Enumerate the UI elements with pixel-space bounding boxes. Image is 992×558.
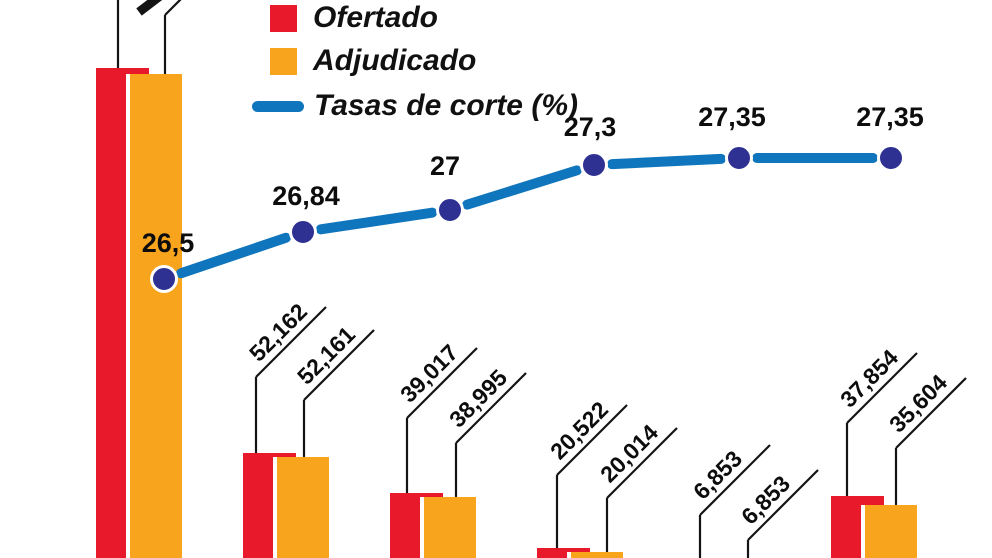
ofertado-g5-leader-diagonal bbox=[699, 444, 771, 516]
adjudicado-g5-leader-diagonal bbox=[747, 469, 819, 541]
rate-line-segment-4 bbox=[606, 153, 727, 170]
ofertado-g4-leader-diagonal bbox=[556, 404, 628, 476]
rate-point-2 bbox=[289, 218, 317, 246]
adjudicado-g6-leader-diagonal bbox=[895, 377, 967, 449]
bar-seam-g3 bbox=[420, 497, 424, 558]
adjudicado-g4-leader-diagonal bbox=[606, 427, 678, 499]
rate-point-1 bbox=[150, 265, 178, 293]
rate-label-6: 27,35 bbox=[856, 102, 924, 132]
bar-ofertado-g4 bbox=[537, 548, 590, 558]
rate-point-6 bbox=[877, 144, 905, 172]
bar-adjudicado-g2 bbox=[277, 457, 329, 558]
rate-line-segment-3 bbox=[462, 165, 582, 210]
rate-label-2: 26,84 bbox=[272, 181, 340, 211]
rate-line-segment-1 bbox=[176, 232, 291, 279]
bar-adjudicado-g1 bbox=[130, 74, 182, 558]
rate-label-5: 27,35 bbox=[698, 102, 766, 132]
bar-seam-g4 bbox=[567, 552, 571, 558]
ofertado-g5-value-label: 6,853 bbox=[688, 445, 747, 504]
bar-adjudicado-g4 bbox=[571, 552, 623, 558]
bar-seam-g6 bbox=[861, 505, 865, 558]
rate-label-3: 27 bbox=[430, 151, 460, 181]
rate-label-1: 26,5 bbox=[142, 228, 195, 258]
adjudicado-g1-leader-diagonal bbox=[164, 0, 182, 16]
ofertado-g2-leader-diagonal bbox=[255, 306, 327, 378]
rate-line-segment-2 bbox=[315, 207, 438, 235]
cutoff-label-fragment bbox=[136, 0, 163, 16]
ofertado-g6-leader-diagonal bbox=[846, 352, 918, 424]
rate-point-5 bbox=[725, 144, 753, 172]
bar-seam-g1 bbox=[126, 74, 130, 558]
rate-point-3 bbox=[436, 196, 464, 224]
bar-adjudicado-g3 bbox=[424, 497, 476, 558]
adjudicado-g3-leader-diagonal bbox=[455, 372, 527, 444]
ofertado-g3-leader-diagonal bbox=[406, 347, 478, 419]
bar-seam-g2 bbox=[273, 457, 277, 558]
bar-adjudicado-g6 bbox=[865, 505, 917, 558]
adjudicado-g5-value-label: 6,853 bbox=[736, 470, 795, 529]
adjudicado-g2-leader-diagonal bbox=[303, 329, 375, 401]
rate-label-4: 27,3 bbox=[564, 112, 617, 142]
rate-point-4 bbox=[580, 151, 608, 179]
